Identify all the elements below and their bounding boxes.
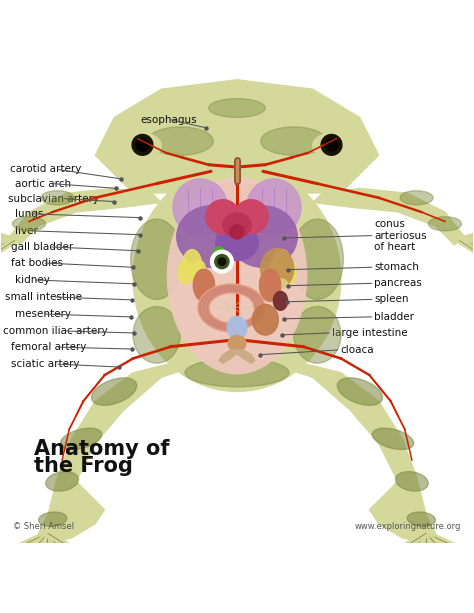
Text: carotid artery: carotid artery — [10, 164, 82, 175]
Text: © Sheri Amsel: © Sheri Amsel — [12, 522, 73, 531]
Ellipse shape — [133, 165, 341, 392]
Text: fat bodies: fat bodies — [11, 258, 63, 268]
Text: mesentery: mesentery — [15, 309, 71, 319]
Ellipse shape — [131, 219, 182, 299]
Text: conus
arteriosus
of heart: conus arteriosus of heart — [374, 219, 427, 252]
Ellipse shape — [252, 305, 278, 335]
Ellipse shape — [273, 291, 288, 310]
Ellipse shape — [193, 269, 215, 302]
Text: large intestine: large intestine — [331, 328, 407, 338]
Text: cloaca: cloaca — [340, 345, 374, 355]
Ellipse shape — [395, 471, 428, 491]
Circle shape — [137, 139, 149, 151]
Ellipse shape — [12, 217, 46, 231]
Text: stomach: stomach — [374, 262, 419, 272]
Ellipse shape — [147, 127, 213, 155]
Ellipse shape — [261, 127, 327, 155]
Ellipse shape — [262, 278, 288, 290]
Text: bladder: bladder — [374, 312, 414, 322]
Polygon shape — [10, 188, 161, 245]
Ellipse shape — [246, 179, 301, 235]
Polygon shape — [38, 481, 105, 543]
Ellipse shape — [212, 247, 226, 264]
Text: Anatomy of: Anatomy of — [34, 440, 169, 459]
Ellipse shape — [182, 249, 201, 280]
Circle shape — [321, 134, 342, 155]
Circle shape — [325, 139, 337, 151]
Ellipse shape — [428, 217, 462, 231]
Text: femoral artery: femoral artery — [11, 342, 86, 352]
Ellipse shape — [167, 178, 307, 374]
Ellipse shape — [337, 378, 383, 405]
Ellipse shape — [124, 133, 161, 159]
Ellipse shape — [46, 471, 79, 491]
Ellipse shape — [313, 133, 350, 159]
Ellipse shape — [185, 359, 289, 387]
Text: gall bladder: gall bladder — [11, 242, 73, 252]
Ellipse shape — [227, 316, 247, 339]
Ellipse shape — [204, 184, 270, 202]
Ellipse shape — [292, 219, 343, 299]
Text: sciatic artery: sciatic artery — [11, 359, 80, 369]
Polygon shape — [369, 481, 436, 543]
Ellipse shape — [261, 249, 294, 289]
Polygon shape — [313, 188, 464, 245]
Ellipse shape — [294, 306, 341, 364]
Ellipse shape — [173, 179, 228, 235]
Text: lungs: lungs — [15, 209, 43, 219]
Text: www.exploringnature.org: www.exploringnature.org — [355, 522, 462, 531]
Ellipse shape — [234, 200, 268, 234]
Text: kidney: kidney — [15, 275, 50, 285]
Ellipse shape — [259, 269, 281, 302]
Text: aortic arch: aortic arch — [15, 178, 71, 189]
Ellipse shape — [223, 213, 251, 237]
Ellipse shape — [268, 261, 282, 282]
Ellipse shape — [209, 99, 265, 118]
Ellipse shape — [273, 249, 292, 280]
Ellipse shape — [38, 512, 67, 527]
Circle shape — [210, 250, 233, 273]
Ellipse shape — [216, 225, 258, 261]
Ellipse shape — [192, 261, 206, 282]
Ellipse shape — [400, 191, 433, 205]
Polygon shape — [219, 350, 255, 364]
Ellipse shape — [282, 261, 296, 284]
Circle shape — [132, 134, 153, 155]
Ellipse shape — [60, 428, 102, 449]
Ellipse shape — [407, 512, 436, 527]
Text: the Frog: the Frog — [34, 456, 133, 476]
Text: esophagus: esophagus — [140, 115, 197, 125]
Text: spleen: spleen — [374, 294, 409, 305]
Ellipse shape — [178, 261, 192, 284]
Polygon shape — [48, 364, 190, 519]
Text: pancreas: pancreas — [374, 278, 422, 288]
Polygon shape — [284, 364, 426, 519]
Text: common iliac artery: common iliac artery — [3, 326, 108, 336]
Ellipse shape — [372, 428, 414, 449]
Ellipse shape — [41, 191, 74, 205]
Circle shape — [215, 254, 229, 268]
Ellipse shape — [229, 206, 297, 267]
Text: liver: liver — [15, 226, 38, 236]
Ellipse shape — [230, 225, 244, 239]
Ellipse shape — [206, 200, 240, 234]
Ellipse shape — [133, 306, 180, 364]
Ellipse shape — [91, 378, 137, 405]
Polygon shape — [95, 80, 379, 193]
Ellipse shape — [177, 206, 245, 267]
Circle shape — [218, 258, 226, 265]
Text: small intestine: small intestine — [5, 292, 82, 302]
Ellipse shape — [228, 335, 246, 351]
Text: subclavian artery: subclavian artery — [8, 194, 99, 204]
